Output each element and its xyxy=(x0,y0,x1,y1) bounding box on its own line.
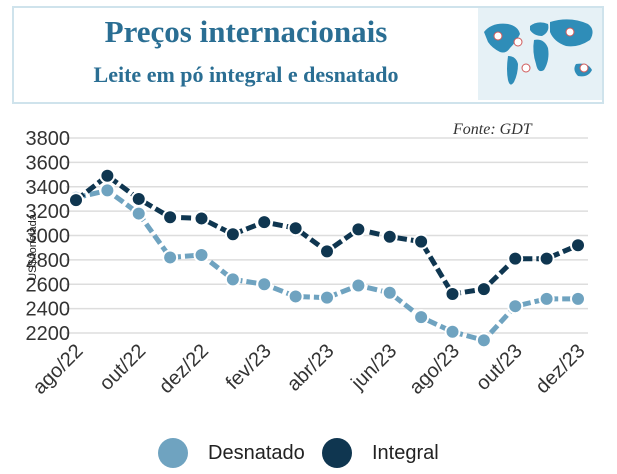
x-tick-label: ago/23 xyxy=(405,340,464,399)
data-point-desnatado xyxy=(224,271,241,288)
x-tick-label: dez/22 xyxy=(155,340,213,398)
legend: Desnatado Integral xyxy=(158,438,458,468)
y-tick-label: 3200 xyxy=(26,201,71,223)
chart-subtitle: Leite em pó integral e desnatado xyxy=(93,62,399,87)
data-point-desnatado xyxy=(381,284,398,301)
data-point-desnatado xyxy=(350,277,367,294)
data-point-desnatado xyxy=(193,247,210,263)
x-tick-label: fev/23 xyxy=(222,340,276,394)
data-point-desnatado xyxy=(287,288,304,305)
y-tick-label: 3400 xyxy=(26,177,71,199)
data-point-desnatado xyxy=(130,205,147,222)
legend-label-integral: Integral xyxy=(372,442,439,464)
legend-label-desnatado: Desnatado xyxy=(208,442,305,464)
y-tick-label: 2600 xyxy=(26,274,71,296)
y-tick-label: 2800 xyxy=(26,250,71,272)
y-axis-label: US$/tonelada xyxy=(27,213,39,281)
data-point-desnatado xyxy=(256,276,273,293)
data-point-integral xyxy=(538,250,555,267)
x-tick-label: abr/23 xyxy=(283,340,339,396)
data-point-integral xyxy=(68,192,84,209)
data-point-integral xyxy=(381,228,398,245)
y-tick-label: 3000 xyxy=(26,226,71,248)
x-tick-label: jun/23 xyxy=(346,340,401,395)
x-tick-label: out/22 xyxy=(95,340,150,395)
series-line-desnatado xyxy=(75,187,578,343)
data-point-integral xyxy=(224,226,241,243)
data-point-desnatado xyxy=(319,289,335,306)
data-point-integral xyxy=(570,237,586,254)
data-point-desnatado xyxy=(99,182,116,199)
data-point-desnatado xyxy=(444,323,461,340)
data-point-desnatado xyxy=(570,290,586,307)
legend-marker-integral xyxy=(322,438,352,468)
chart-title: Preços internacionais xyxy=(104,14,388,49)
data-point-integral xyxy=(193,210,210,227)
data-point-desnatado xyxy=(162,249,179,266)
data-point-integral xyxy=(319,243,335,260)
legend-marker-desnatado xyxy=(158,438,188,468)
x-tick-label: out/23 xyxy=(472,340,527,395)
data-point-integral xyxy=(99,167,116,184)
x-tick-label: ago/22 xyxy=(29,340,88,399)
data-point-integral xyxy=(507,250,524,267)
x-tick-label: dez/23 xyxy=(532,340,590,398)
source-note: Fonte: GDT xyxy=(453,121,532,138)
data-point-integral xyxy=(256,214,273,231)
data-point-desnatado xyxy=(507,298,524,315)
y-tick-label: 2400 xyxy=(26,299,71,321)
data-point-integral xyxy=(162,209,179,226)
data-point-desnatado xyxy=(413,309,430,326)
data-point-integral xyxy=(413,233,430,250)
y-tick-label: 3600 xyxy=(26,152,71,174)
data-point-integral xyxy=(475,281,492,298)
data-point-integral xyxy=(444,286,461,302)
y-tick-label: 2200 xyxy=(26,323,71,345)
data-point-desnatado xyxy=(475,332,492,349)
data-point-integral xyxy=(287,220,304,237)
data-point-desnatado xyxy=(538,290,555,307)
world-map-icon xyxy=(478,8,602,100)
data-point-integral xyxy=(130,190,147,207)
y-tick-label: 3800 xyxy=(26,128,71,150)
data-point-integral xyxy=(350,221,367,238)
